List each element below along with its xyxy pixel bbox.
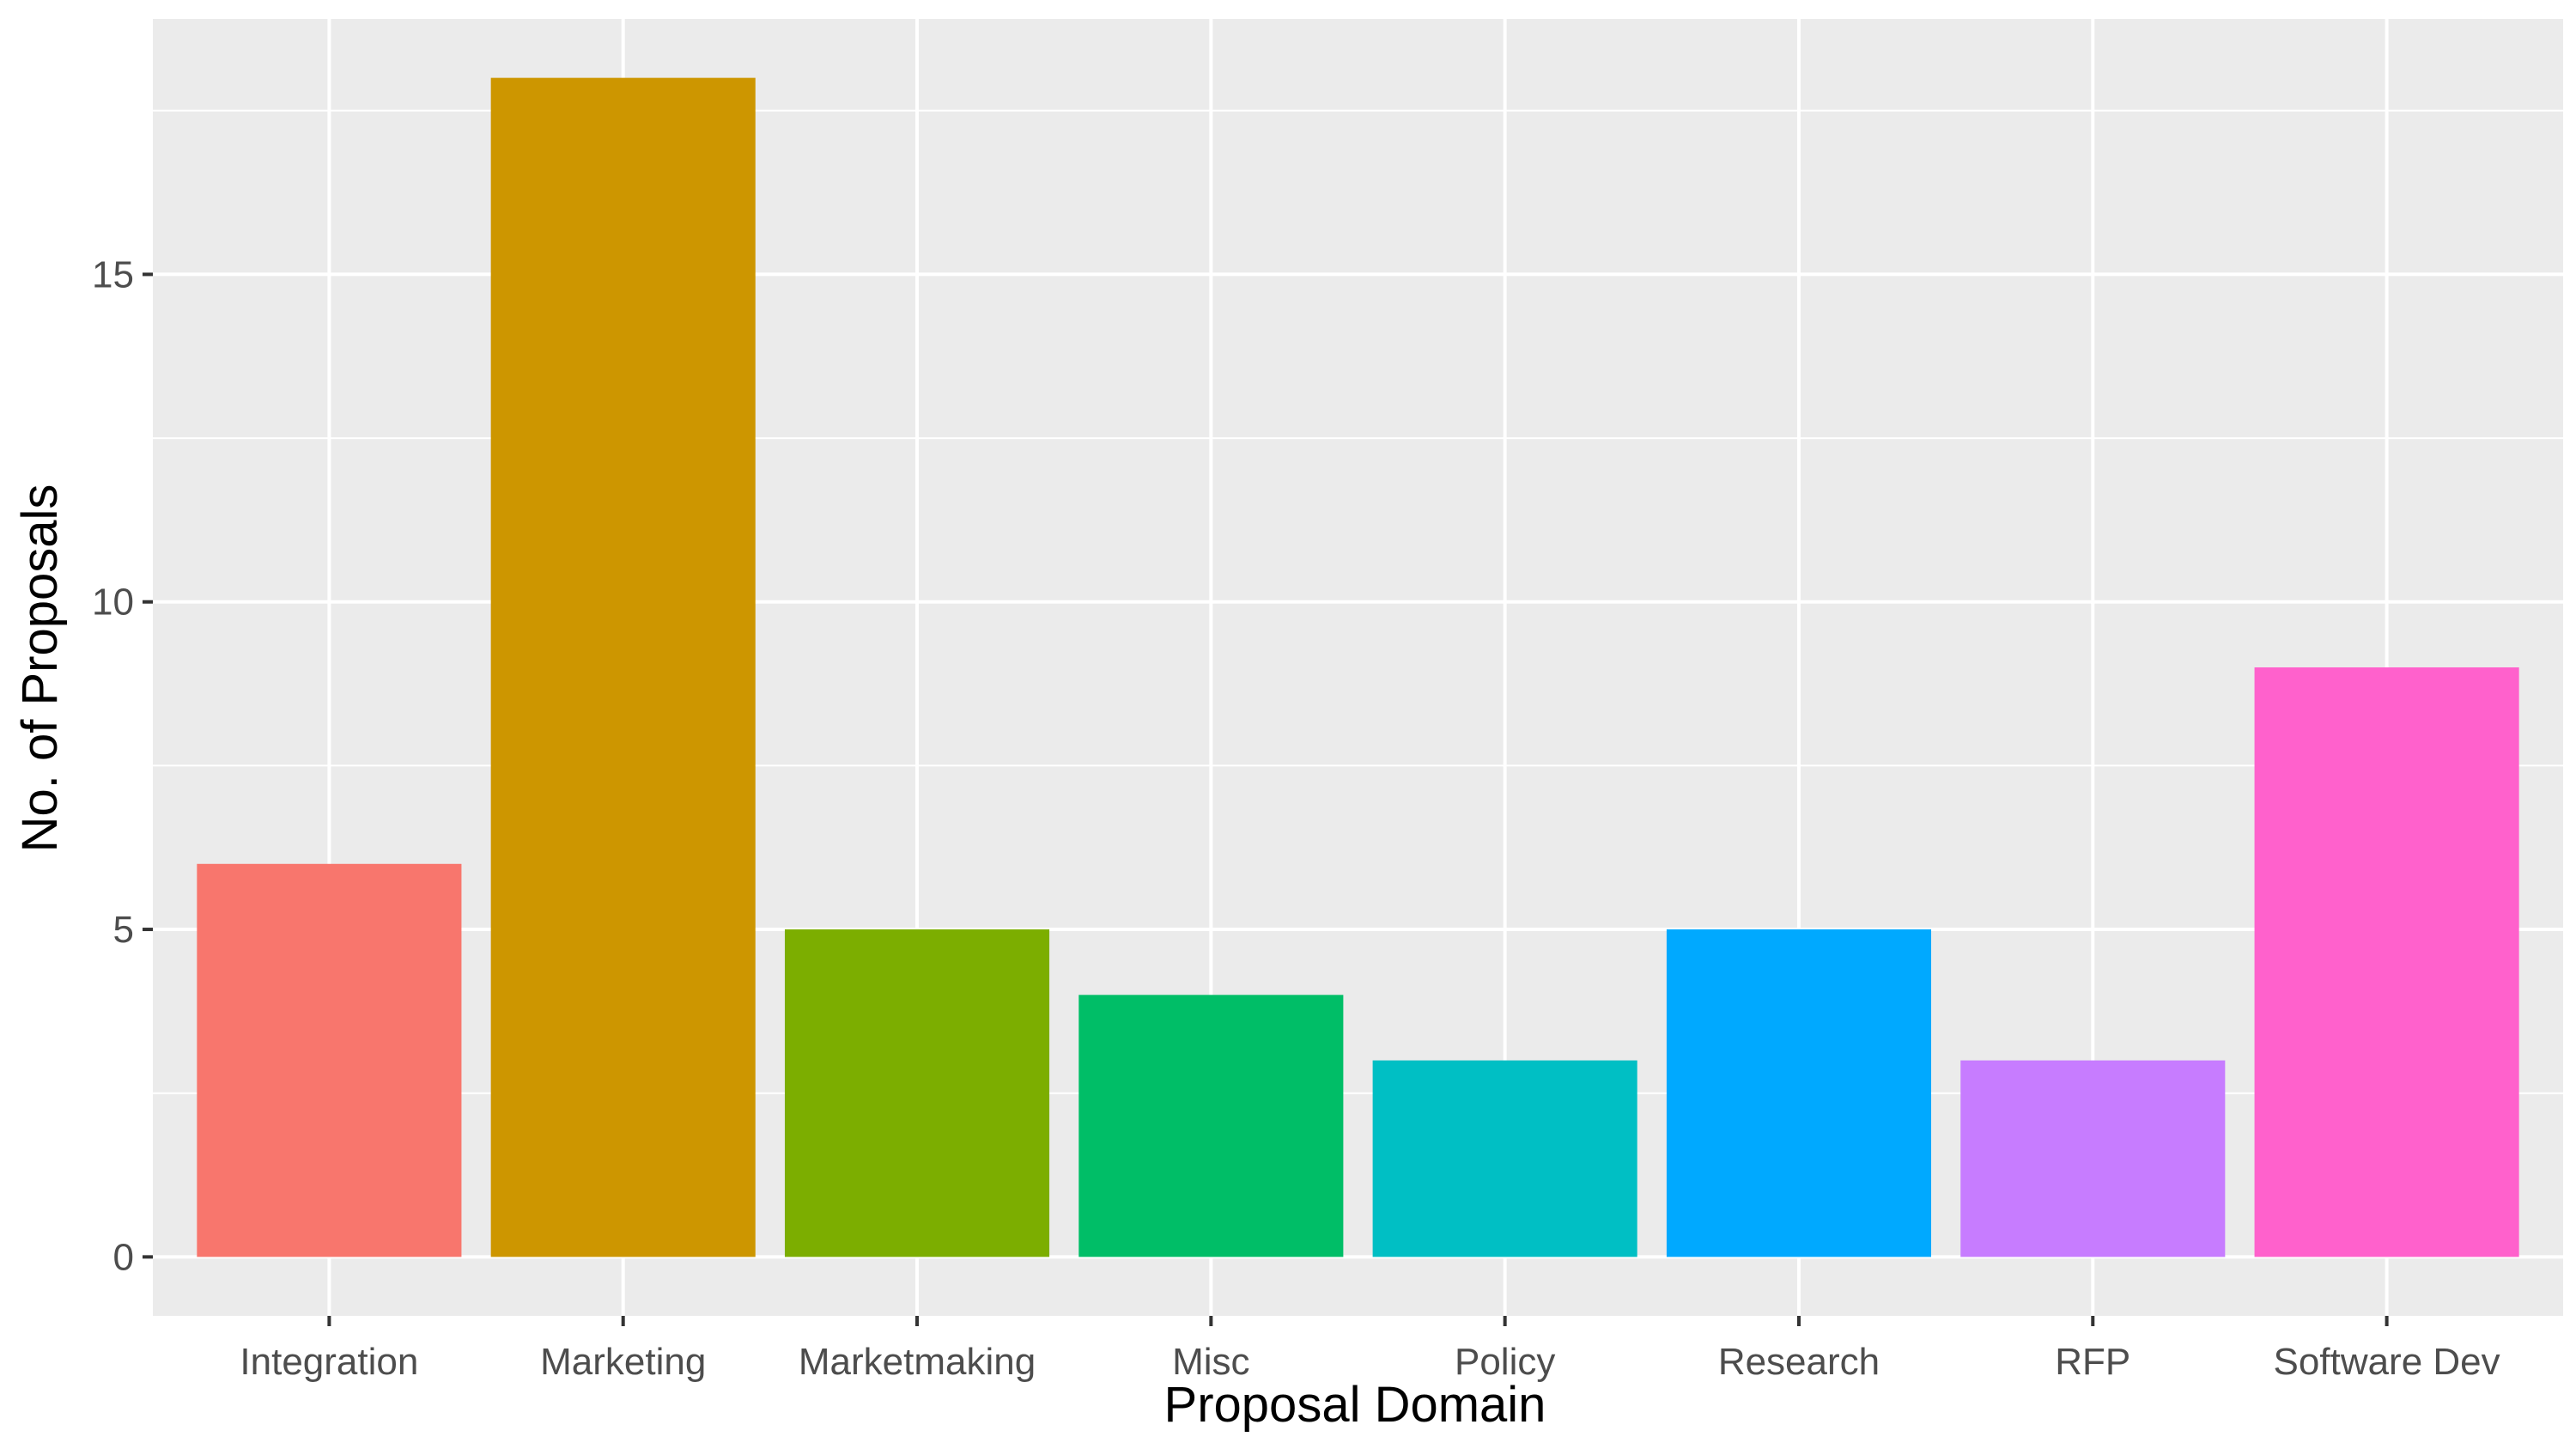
- x-tick-label: RFP: [2055, 1341, 2130, 1383]
- y-axis: 0 5 10 15: [92, 253, 153, 1278]
- x-tick-label: Marketing: [540, 1341, 706, 1383]
- y-tick-label: 10: [92, 581, 134, 624]
- x-tick-label: Policy: [1455, 1341, 1555, 1383]
- y-tick-label: 5: [113, 909, 134, 951]
- x-tick-label: Integration: [240, 1341, 418, 1383]
- bar-software-dev: [2254, 667, 2519, 1257]
- bar-rfp: [1960, 1060, 2226, 1257]
- x-axis: Integration Marketing Marketmaking Misc Poli…: [240, 1316, 2500, 1383]
- x-axis-title: Proposal Domain: [1164, 1377, 1546, 1433]
- bar-marketing: [490, 77, 756, 1257]
- bar-misc: [1078, 995, 1344, 1257]
- bars: [197, 77, 2519, 1257]
- bar-integration: [197, 863, 462, 1257]
- x-tick-label: Software Dev: [2274, 1341, 2500, 1383]
- bar-research: [1666, 929, 1932, 1257]
- x-tick-label: Marketmaking: [799, 1341, 1036, 1383]
- y-tick-label: 15: [92, 253, 134, 295]
- x-tick-label: Research: [1718, 1341, 1880, 1383]
- y-axis-title: No. of Proposals: [12, 484, 68, 853]
- x-tick-label: Misc: [1172, 1341, 1249, 1383]
- bar-marketmaking: [784, 929, 1050, 1257]
- bar-policy: [1372, 1060, 1637, 1257]
- y-tick-label: 0: [113, 1236, 134, 1278]
